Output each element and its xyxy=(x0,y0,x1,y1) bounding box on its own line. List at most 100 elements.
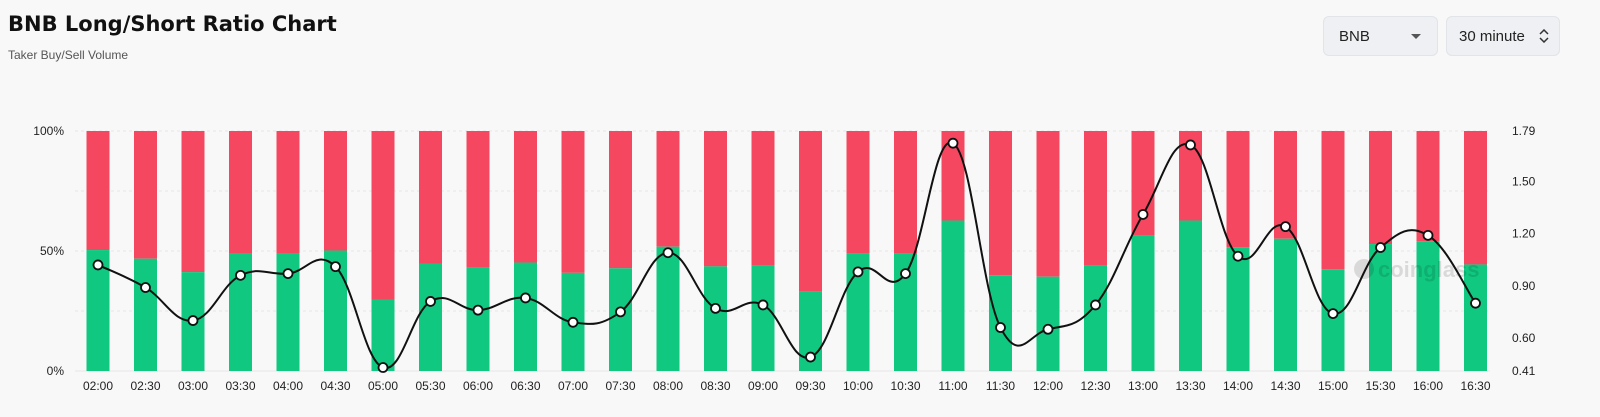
ratio-point xyxy=(520,292,531,304)
y-left-tick-label: 100% xyxy=(33,124,64,138)
x-tick-label: 11:00 xyxy=(938,379,967,393)
x-tick-label: 15:30 xyxy=(1365,379,1395,393)
x-tick-label: 16:30 xyxy=(1460,379,1490,393)
chevron-down-icon xyxy=(1411,33,1421,39)
x-tick-label: 09:00 xyxy=(748,379,778,393)
ratio-point xyxy=(140,282,151,293)
x-tick-label: 10:00 xyxy=(843,379,873,393)
ratio-point xyxy=(662,247,674,259)
ratio-point xyxy=(852,266,864,278)
ratio-point xyxy=(1327,308,1339,320)
x-tick-label: 08:30 xyxy=(700,379,730,393)
ratio-point xyxy=(1185,139,1196,151)
bar-long xyxy=(466,267,490,371)
bar-long xyxy=(1131,235,1155,371)
up-down-chevron-icon xyxy=(1539,29,1549,43)
page-title: BNB Long/Short Ratio Chart xyxy=(8,12,337,36)
bar-long xyxy=(704,266,727,371)
bar-long xyxy=(371,299,395,371)
bar-short xyxy=(229,131,252,254)
ratio-point xyxy=(1042,323,1054,335)
bar-short xyxy=(704,131,727,267)
bar-long xyxy=(514,262,537,371)
bar-long xyxy=(846,253,870,371)
ratio-point xyxy=(1422,229,1434,241)
bar-long xyxy=(799,291,822,371)
bar-short xyxy=(514,131,537,263)
x-tick-label: 12:30 xyxy=(1080,379,1110,393)
bar-long xyxy=(419,263,442,371)
bar-long xyxy=(894,253,917,371)
x-tick-label: 07:00 xyxy=(558,379,588,393)
bar-long xyxy=(1036,276,1060,371)
x-tick-label: 11:30 xyxy=(986,379,1015,393)
bar-long xyxy=(1226,247,1250,371)
y-left-tick-label: 0% xyxy=(47,364,65,378)
bar-long xyxy=(1416,241,1440,371)
ratio-point xyxy=(1375,242,1386,253)
bar-long xyxy=(941,220,965,371)
bar-long xyxy=(1464,264,1487,371)
x-tick-label: 05:30 xyxy=(415,379,445,393)
ratio-point xyxy=(330,261,341,273)
bar-short xyxy=(1036,131,1060,277)
bar-long xyxy=(276,253,300,371)
bar-short xyxy=(799,131,822,292)
ratio-point xyxy=(1280,221,1291,233)
bar-short xyxy=(1179,131,1202,221)
bar-short xyxy=(609,131,632,269)
ratio-point xyxy=(187,315,199,326)
ratio-point xyxy=(567,316,579,328)
ratio-point xyxy=(1090,299,1101,311)
ratio-point xyxy=(425,296,436,307)
bar-long xyxy=(86,250,110,371)
bar-long xyxy=(1274,238,1297,371)
x-tick-label: 02:30 xyxy=(130,379,160,393)
bar-short xyxy=(941,131,965,221)
bar-long xyxy=(1084,265,1107,371)
bar-long xyxy=(751,265,775,371)
x-tick-label: 09:30 xyxy=(795,379,825,393)
x-tick-label: 04:30 xyxy=(320,379,350,393)
bar-short xyxy=(134,131,157,259)
ratio-point xyxy=(1137,209,1149,220)
coin-select[interactable]: BNB xyxy=(1323,16,1438,56)
ratio-point xyxy=(377,362,389,373)
bar-short xyxy=(656,131,680,247)
bar-short xyxy=(86,131,110,251)
page-subtitle: Taker Buy/Sell Volume xyxy=(8,48,129,62)
bar-long xyxy=(134,258,157,371)
y-left-tick-label: 50% xyxy=(40,244,64,258)
bar-short xyxy=(1464,131,1487,265)
bar-long xyxy=(609,268,632,371)
bar-short xyxy=(1416,131,1440,242)
bar-short xyxy=(466,131,490,268)
bar-short xyxy=(846,131,870,254)
ratio-point xyxy=(995,322,1006,333)
ratio-point xyxy=(235,269,246,281)
bar-long xyxy=(1369,244,1392,371)
coinglass-logo-icon xyxy=(1354,259,1374,279)
x-tick-label: 13:30 xyxy=(1175,379,1205,393)
x-tick-label: 13:00 xyxy=(1128,379,1158,393)
bar-long xyxy=(324,250,347,371)
bar-short xyxy=(1131,131,1155,236)
x-tick-label: 03:00 xyxy=(178,379,208,393)
y-right-tick-label: 1.79 xyxy=(1512,124,1536,138)
x-tick-label: 07:30 xyxy=(605,379,635,393)
x-tick-label: 04:00 xyxy=(273,379,303,393)
x-tick-label: 02:00 xyxy=(83,379,113,393)
y-right-tick-label: 0.41 xyxy=(1512,364,1536,378)
ratio-point xyxy=(900,268,911,280)
interval-select[interactable]: 30 minute xyxy=(1446,16,1560,56)
ratio-point xyxy=(615,306,626,318)
bar-short xyxy=(419,131,442,264)
bar-short xyxy=(181,131,205,273)
bar-short xyxy=(751,131,775,266)
bar-short xyxy=(1226,131,1250,248)
ratio-point xyxy=(1470,297,1481,309)
bar-short xyxy=(561,131,585,273)
x-tick-label: 08:00 xyxy=(653,379,683,393)
bar-short xyxy=(1084,131,1107,266)
bar-long xyxy=(1321,269,1345,371)
